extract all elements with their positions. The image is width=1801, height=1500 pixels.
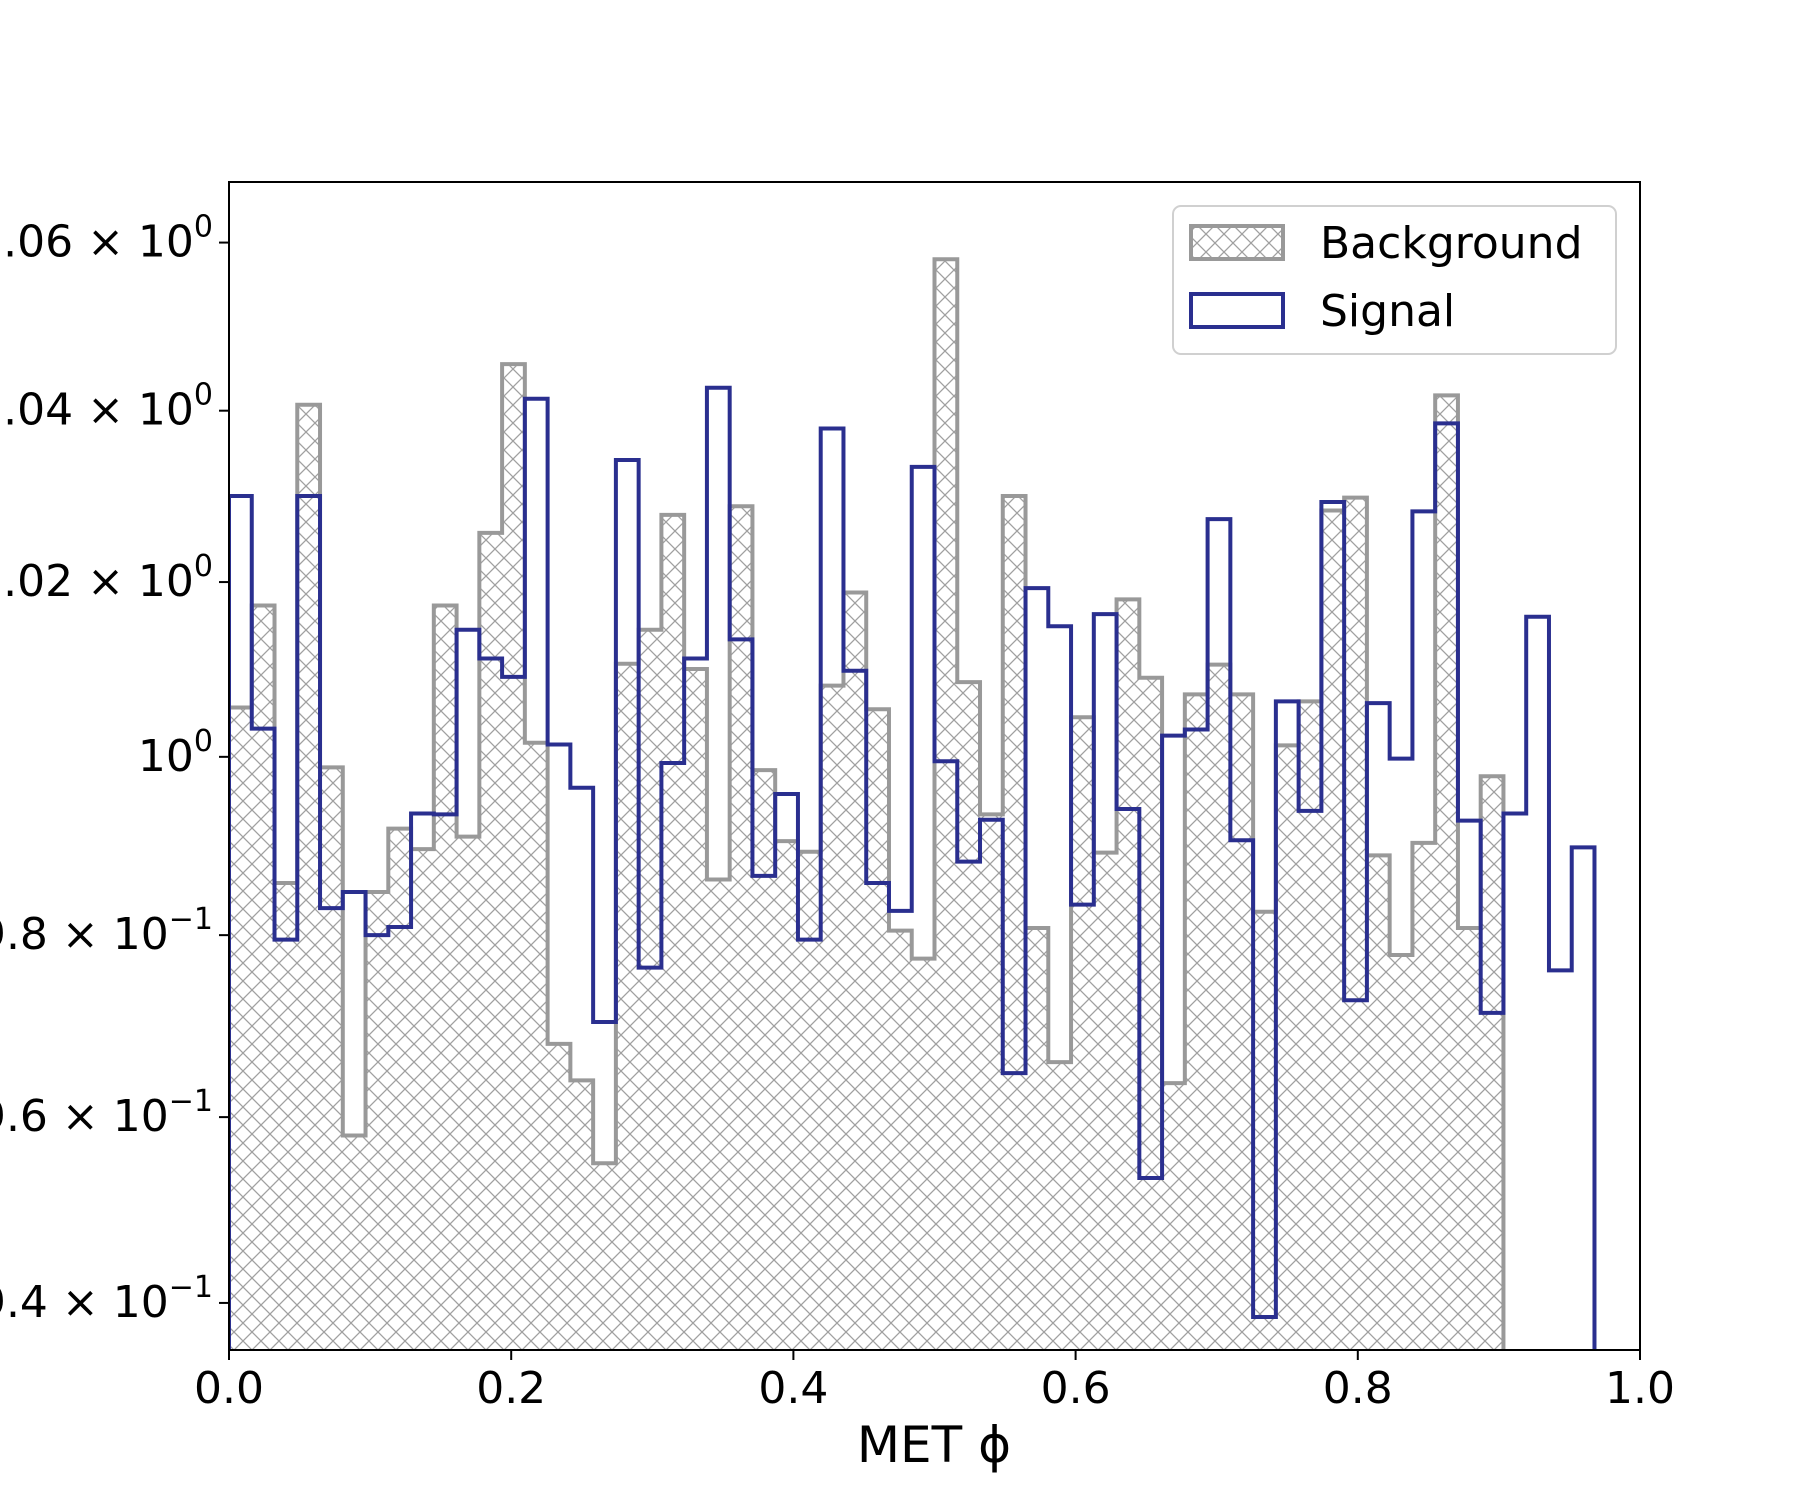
x-tick-label: 0.4	[758, 1363, 828, 1414]
x-tick-label: 0.6	[1041, 1363, 1111, 1414]
bar-background-6	[365, 892, 389, 1350]
bar-background-1	[251, 605, 275, 1350]
bar-signal-57	[1526, 617, 1549, 1350]
legend-label-background: Background	[1320, 218, 1583, 269]
bar-background-45	[1253, 911, 1277, 1350]
bar-background-33	[980, 814, 1004, 1350]
bar-background-19	[661, 514, 685, 1350]
y-tick-label: 1.04 × 100	[0, 378, 213, 436]
bar-background-43	[1207, 664, 1231, 1350]
bar-background-8	[411, 849, 435, 1350]
bar-background-51	[1389, 954, 1413, 1350]
y-tick-label: 100	[138, 724, 213, 782]
bar-background-12	[502, 364, 526, 1350]
x-tick-label: 0.0	[194, 1363, 264, 1414]
bar-background-9	[433, 605, 457, 1350]
bar-background-42	[1184, 694, 1208, 1350]
bar-background-25	[797, 851, 822, 1350]
bar-background-29	[888, 930, 913, 1350]
bar-background-18	[638, 629, 662, 1350]
bar-background-20	[684, 669, 708, 1350]
bar-background-16	[593, 1163, 617, 1350]
bar-background-32	[957, 682, 981, 1350]
y-tick-label: 9.4 × 10−1	[0, 1270, 213, 1328]
x-axis-title: MET ϕ	[857, 1416, 1011, 1474]
bar-background-11	[479, 532, 503, 1350]
y-tick-label: 1.02 × 100	[0, 549, 213, 607]
bar-background-48	[1321, 510, 1345, 1350]
bar-background-10	[456, 836, 480, 1350]
bar-background-50	[1366, 855, 1391, 1350]
bar-background-23	[752, 770, 776, 1350]
bar-background-7	[388, 828, 412, 1350]
plot-area	[228, 181, 1641, 1351]
bar-signal-58	[1549, 970, 1572, 1350]
bar-background-47	[1298, 701, 1322, 1350]
bar-background-27	[843, 592, 867, 1350]
y-tick-label: 9.8 × 10−1	[0, 902, 213, 960]
bar-background-22	[729, 506, 753, 1350]
bar-background-14	[547, 1043, 571, 1350]
bar-background-39	[1116, 599, 1140, 1350]
bar-background-17	[615, 663, 640, 1350]
bar-background-54	[1457, 927, 1482, 1350]
bar-background-0	[229, 707, 253, 1350]
y-axis: 1.06 × 100 1.04 × 100 1.02 × 100 100 9.8 × 1…	[0, 210, 229, 1328]
bar-background-30	[911, 958, 935, 1350]
bar-background-15	[570, 1080, 594, 1350]
x-axis: 0.0 0.2 0.4 0.6 0.8 1.0	[194, 1350, 1675, 1414]
bar-background-28	[866, 709, 890, 1350]
bar-background-13	[524, 742, 549, 1350]
bar-background-21	[706, 879, 731, 1350]
series-line-signal	[229, 385, 1597, 1350]
y-tick-label: 1.06 × 100	[0, 210, 213, 268]
bar-background-38	[1093, 852, 1117, 1350]
bar-signal-56	[1503, 814, 1526, 1351]
bar-background-31	[934, 259, 958, 1350]
x-tick-label: 1.0	[1605, 1363, 1675, 1414]
bar-background-53	[1435, 395, 1459, 1350]
y-tick-label: 9.6 × 10−1	[0, 1084, 213, 1142]
plot-frame	[228, 181, 1641, 1351]
legend: Background Signal	[1172, 205, 1617, 355]
bar-background-26	[820, 685, 844, 1350]
x-tick-label: 0.2	[476, 1363, 546, 1414]
bar-background-49	[1344, 497, 1368, 1350]
bar-background-24	[775, 841, 799, 1350]
bar-background-36	[1048, 1062, 1072, 1350]
bar-signal-59	[1572, 847, 1595, 1350]
bar-background-55	[1480, 776, 1504, 1350]
bar-background-4	[320, 767, 344, 1350]
x-axis-title-text: MET ϕ	[857, 1416, 1011, 1474]
bar-background-34	[1002, 495, 1026, 1350]
bar-background-37	[1071, 717, 1095, 1350]
legend-swatch-signal	[1189, 292, 1285, 329]
bar-background-44	[1230, 694, 1254, 1350]
bar-background-46	[1275, 745, 1300, 1350]
bar-background-35	[1025, 927, 1049, 1350]
bar-background-2	[274, 883, 298, 1350]
bar-background-52	[1412, 842, 1436, 1350]
bar-background-5	[342, 1135, 366, 1350]
bar-background-41	[1162, 1083, 1186, 1350]
legend-swatch-background	[1189, 224, 1285, 261]
x-tick-label: 0.8	[1323, 1363, 1393, 1414]
bar-background-40	[1139, 677, 1163, 1350]
legend-label-signal: Signal	[1320, 286, 1455, 337]
bar-background-3	[297, 404, 321, 1350]
